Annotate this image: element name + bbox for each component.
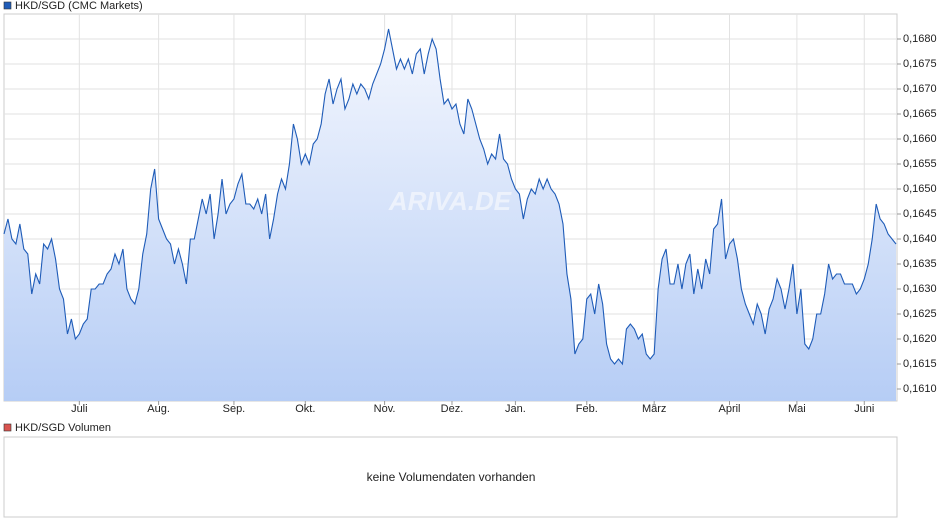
x-tick-label: Okt.: [295, 403, 315, 415]
legend-swatch: [3, 423, 12, 432]
foreground: 0,1610 0,1615 0,1620 0,1625 0,1630 0,1635 0,16…: [3, 28, 937, 415]
y-tick-label: 0,1635: [903, 258, 937, 270]
y-tick-label: 0,1620: [903, 333, 937, 345]
y-tick-label: 0,1675: [903, 58, 937, 70]
no-data-message: keine Volumendaten vorhanden: [367, 470, 536, 484]
y-tick-label: 0,1680: [903, 33, 937, 45]
y-tick-label: 0,1625: [903, 308, 937, 320]
y-tick-label: 0,1660: [903, 133, 937, 145]
x-tick-label: Mai: [788, 403, 806, 415]
x-tick-label: Dez.: [441, 403, 464, 415]
x-tick-label: Jan.: [505, 403, 526, 415]
area-layer: [4, 29, 896, 401]
x-tick-label: Feb.: [576, 403, 598, 415]
x-tick-label: März: [642, 403, 666, 415]
y-tick-label: 0,1615: [903, 358, 937, 370]
watermark: ARIVA.DE: [388, 186, 512, 216]
x-tick-label: Sep.: [223, 403, 246, 415]
x-tick-label: April: [718, 403, 740, 415]
price-line: [3, 28, 897, 366]
y-tick-label: 0,1670: [903, 83, 937, 95]
volume-panel: [3, 436, 898, 518]
y-tick-label: 0,1630: [903, 283, 937, 295]
volume-legend-label: HKD/SGD Volumen: [15, 422, 111, 434]
y-tick-label: 0,1665: [903, 108, 937, 120]
y-tick-label: 0,1640: [903, 233, 937, 245]
x-tick-label: Juni: [854, 403, 874, 415]
y-tick-label: 0,1650: [903, 183, 937, 195]
x-tick-label: Nov.: [374, 403, 396, 415]
legend-swatch: [3, 1, 12, 10]
y-tick-label: 0,1645: [903, 208, 937, 220]
x-tick-label: Juli: [71, 403, 88, 415]
legend-label: HKD/SGD (CMC Markets): [15, 0, 143, 12]
area-fill: [4, 29, 896, 401]
y-tick-label: 0,1655: [903, 158, 937, 170]
x-tick-label: Aug.: [147, 403, 170, 415]
y-tick-label: 0,1610: [903, 383, 937, 395]
